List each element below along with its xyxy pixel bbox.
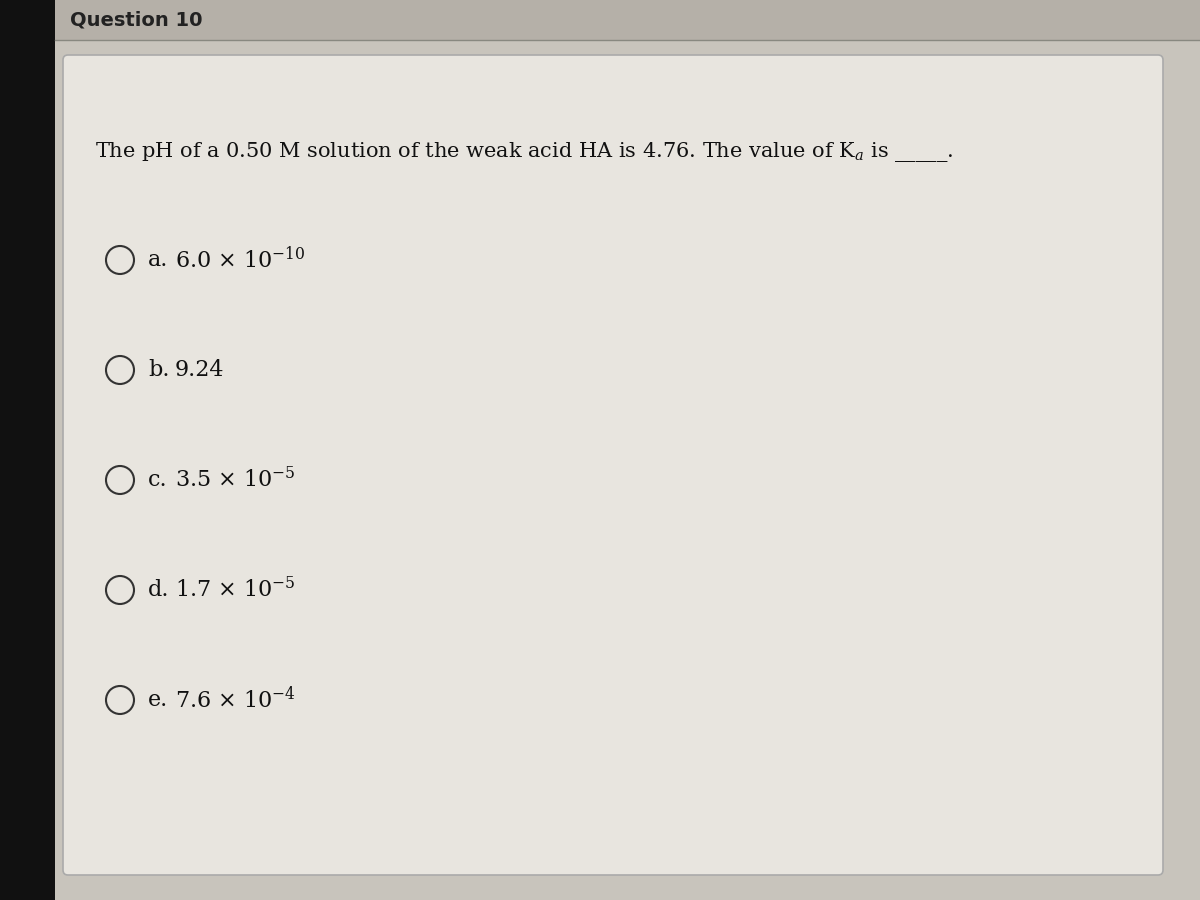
Text: b.: b. [148, 359, 169, 381]
FancyBboxPatch shape [64, 55, 1163, 875]
Text: The pH of a 0.50 M solution of the weak acid HA is 4.76. The value of K$_a$ is _: The pH of a 0.50 M solution of the weak … [95, 140, 953, 164]
Text: 6.0 × 10$^{-10}$: 6.0 × 10$^{-10}$ [175, 247, 306, 274]
Text: c.: c. [148, 469, 168, 491]
Text: 9.24: 9.24 [175, 359, 224, 381]
Bar [0, 0, 55, 900]
Text: a.: a. [148, 249, 168, 271]
Text: e.: e. [148, 689, 168, 711]
Text: 1.7 × 10$^{-5}$: 1.7 × 10$^{-5}$ [175, 578, 295, 603]
Text: d.: d. [148, 579, 169, 601]
Bar [55, 0, 1200, 40]
Text: Question 10: Question 10 [70, 11, 203, 30]
Text: 7.6 × 10$^{-4}$: 7.6 × 10$^{-4}$ [175, 687, 295, 713]
Text: 3.5 × 10$^{-5}$: 3.5 × 10$^{-5}$ [175, 467, 295, 492]
